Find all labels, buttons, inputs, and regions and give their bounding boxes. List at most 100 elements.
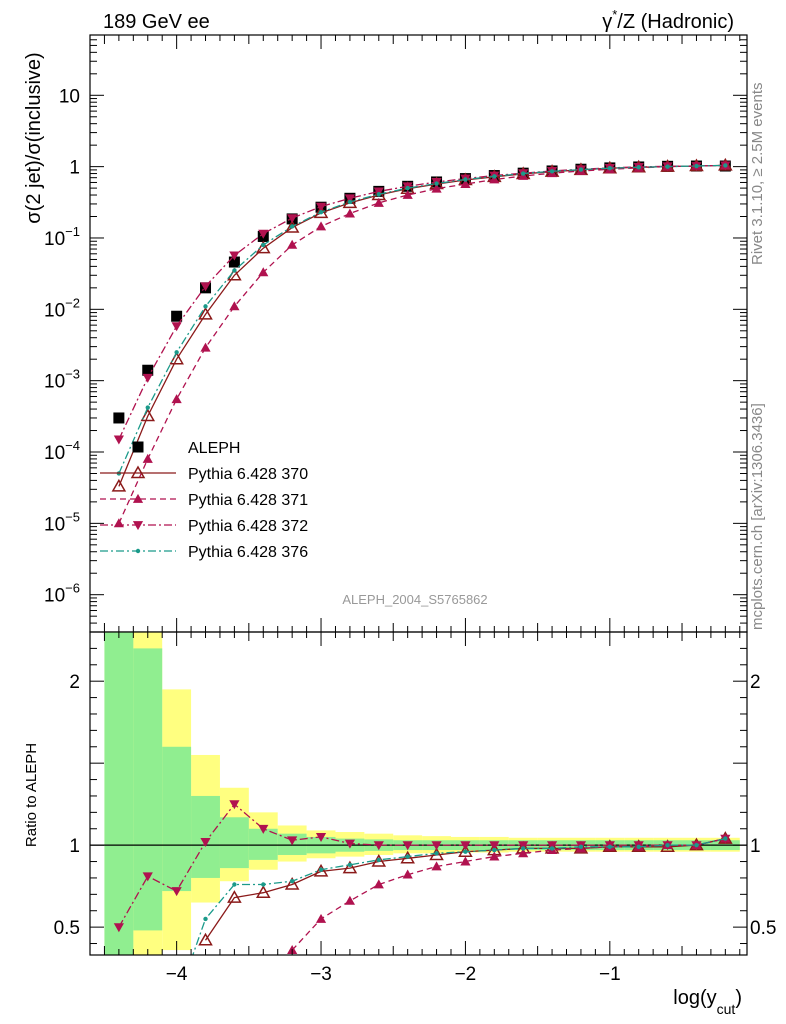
main-data-point [258, 267, 269, 277]
legend-entry: Pythia 6.428 372 [100, 518, 308, 535]
main-data-point [111, 478, 127, 492]
y-tick-label-exp: −4 [65, 438, 80, 453]
ratio-data-point [229, 800, 240, 810]
ratio-data-point [227, 890, 242, 903]
main-data-point [140, 408, 156, 422]
header-right-suffix: /Z (Hadronic) [617, 11, 734, 33]
main-data-point [315, 202, 327, 212]
ratio-data-point [489, 841, 500, 851]
main-data-point [287, 239, 298, 249]
ratio-y-tick-label-left: 0.5 [54, 918, 80, 939]
x-tick-label: −4 [166, 964, 188, 985]
ratio-data-point [313, 863, 329, 877]
ratio-data-point [142, 872, 153, 882]
ratio-data-point [344, 895, 356, 905]
rivet-label: Rivet 3.1.10, ≥ 2.5M events [749, 83, 766, 266]
y-tick-label-exp: −6 [65, 581, 80, 596]
ratio-series [192, 836, 728, 955]
main-data-point [287, 214, 298, 224]
legend-label: Pythia 6.428 370 [188, 466, 308, 483]
main-data-point [113, 435, 124, 445]
legend-marker [132, 441, 144, 453]
ratio-data-point [460, 841, 471, 851]
green-band-bin [104, 632, 134, 955]
ratio-data-point [200, 837, 211, 847]
y-tick-label-base: 10 [44, 300, 65, 321]
ratio-data-point [373, 879, 384, 889]
ratio-y-tick-label-right: 1 [750, 836, 761, 857]
ratio-data-point [546, 841, 558, 851]
main-data-point [431, 183, 442, 193]
ratio-data-point [232, 882, 237, 887]
x-axis-label-close: ) [735, 987, 742, 1009]
header-right: γ*/Z (Hadronic) [602, 7, 734, 33]
ratio-y-tick-label-right: 2 [750, 672, 761, 693]
main-data-point [171, 394, 182, 404]
main-series-line [118, 164, 726, 487]
green-band-bin [162, 746, 192, 892]
main-data-point [402, 189, 413, 199]
ratio-data-point [405, 854, 410, 859]
y-tick-label-exp: −1 [65, 224, 80, 239]
y-tick-label: 10−1 [44, 224, 80, 250]
main-data-point [723, 163, 728, 168]
green-band-bin [219, 817, 249, 869]
y-tick-label: 10−2 [44, 295, 80, 321]
main-data-point [373, 197, 384, 207]
ratio-data-point [402, 869, 413, 879]
ratio-data-point [463, 849, 468, 854]
main-series [113, 160, 731, 424]
main-data-point [313, 205, 329, 219]
legend-entry: Pythia 6.428 371 [100, 492, 308, 509]
main-data-point [258, 229, 269, 239]
main-data-point [145, 405, 150, 410]
ratio-data-point [203, 916, 208, 922]
main-data-point [142, 453, 153, 463]
header-right-sup: * [612, 7, 617, 22]
x-axis-label-sub: cut [717, 1001, 736, 1017]
main-data-point [200, 342, 211, 352]
ratio-data-point [344, 839, 356, 849]
main-data-point [142, 373, 153, 383]
main-data-point [463, 177, 468, 182]
mcplots-label: mcplots.cern.ch [arXiv:1306.3436] [749, 403, 766, 630]
ratio-data-point [431, 861, 442, 871]
ratio-data-point [492, 847, 497, 853]
green-band-bin [248, 828, 278, 860]
x-axis-label: log(ycut) [673, 987, 742, 1017]
main-data-point [376, 192, 381, 197]
main-series-line [118, 164, 726, 440]
main-data-point [492, 174, 497, 179]
ratio-data-point [289, 879, 295, 884]
legend-entry: Pythia 6.428 376 [100, 544, 308, 561]
legend-marker [132, 521, 144, 531]
main-data-point [405, 185, 410, 191]
ratio-data-point [255, 885, 271, 898]
ratio-series-line [291, 837, 726, 951]
main-data-point [373, 187, 384, 197]
legend-marker [132, 493, 144, 503]
y-tick-label: 10−3 [44, 367, 80, 393]
ratio-data-point [171, 887, 182, 897]
ratio-data-point [723, 836, 728, 841]
main-data-point [261, 242, 266, 248]
main-data-point [578, 167, 584, 172]
legend-marker [130, 465, 146, 479]
ratio-data-point [636, 844, 641, 849]
x-tick-label: −3 [310, 964, 332, 985]
main-data-point [203, 304, 208, 309]
ratio-data-point [371, 854, 387, 867]
y-tick-label: 10 [59, 86, 80, 107]
main-data-point [342, 195, 358, 209]
ratio-data-point [607, 844, 613, 849]
y-tick-label-base: 10 [44, 229, 65, 250]
main-series [113, 161, 731, 445]
main-data-point [347, 199, 353, 205]
main-data-point [113, 412, 125, 424]
ratio-y-tick-label-left: 1 [69, 836, 80, 857]
ratio-data-point [258, 824, 269, 834]
ratio-data-point [489, 851, 500, 861]
main-data-point [315, 221, 327, 231]
